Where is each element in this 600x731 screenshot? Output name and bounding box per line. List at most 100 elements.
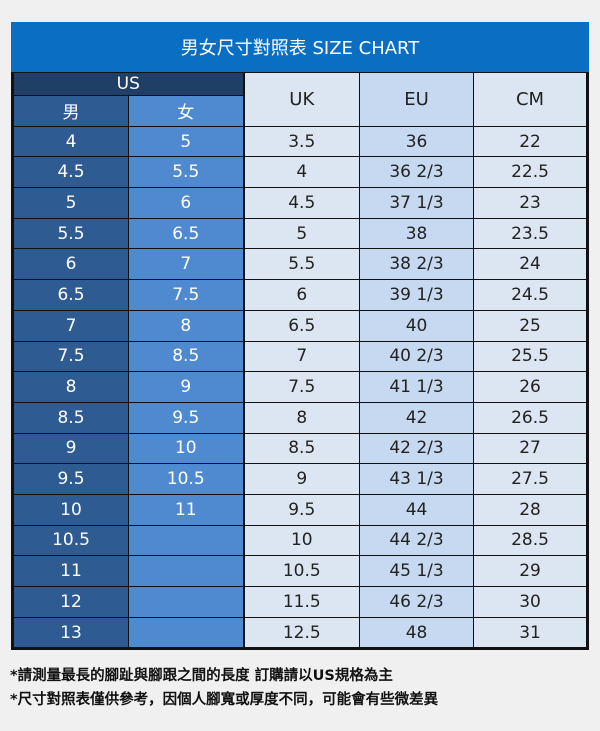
cell-men: 9 [13, 432, 129, 465]
cell-women: 8 [127, 309, 245, 342]
cell-uk: 9 [242, 463, 361, 495]
cell-cm: 25 [473, 309, 587, 342]
cell-women: 9 [127, 371, 245, 403]
cell-cm: 25.5 [473, 340, 587, 373]
cell-eu: 46 2/3 [359, 586, 475, 618]
table-row: 4.5 5.5 4 36 2/3 22.5 [13, 156, 587, 189]
cell-men: 7.5 [13, 340, 129, 373]
cell-eu: 48 [359, 616, 475, 649]
cell-uk: 9.5 [242, 493, 361, 526]
cell-men: 8.5 [13, 401, 129, 434]
header-uk: UK [242, 72, 361, 127]
cell-cm: 22.5 [473, 156, 587, 189]
cell-women: 8.5 [127, 340, 245, 373]
cell-uk: 7 [242, 340, 361, 373]
cell-women: 5.5 [127, 156, 245, 189]
cell-men: 6 [13, 248, 129, 281]
cell-men: 8 [13, 371, 129, 403]
table-row: 8 9 7.5 41 1/3 26 [13, 371, 587, 403]
cell-uk: 6.5 [242, 309, 361, 342]
cell-cm: 24 [473, 248, 587, 281]
notes: *請測量最長的腳趾與腳跟之間的長度 訂購請以US規格為主 *尺寸對照表僅供參考，… [10, 664, 438, 712]
header-us: US [12, 72, 245, 96]
cell-men: 4 [13, 125, 129, 158]
table-row: 13 12.5 48 31 [13, 616, 587, 649]
cell-cm: 29 [473, 555, 587, 587]
table-row: 9 10 8.5 42 2/3 27 [13, 432, 587, 465]
cell-eu: 44 [359, 493, 475, 526]
header-men: 男 [13, 95, 129, 127]
cell-eu: 42 [359, 401, 475, 434]
table-row: 7 8 6.5 40 25 [13, 309, 587, 342]
cell-cm: 27 [473, 432, 587, 465]
cell-men: 12 [13, 586, 129, 618]
cell-men: 9.5 [13, 463, 129, 495]
table-row: 10 11 9.5 44 28 [13, 493, 587, 526]
cell-eu: 36 [359, 125, 475, 158]
table-row: 5 6 4.5 37 1/3 23 [13, 187, 587, 219]
cell-cm: 27.5 [473, 463, 587, 495]
cell-uk: 10 [242, 524, 361, 557]
cell-men: 10 [13, 493, 129, 526]
size-table: US UK EU CM 男 女 4 5 3.5 36 22 4.5 5.5 4 36 2/3 22… [12, 72, 587, 649]
cell-eu: 36 2/3 [359, 156, 475, 189]
cell-uk: 8 [242, 401, 361, 434]
cell-women [127, 524, 245, 557]
cell-uk: 3.5 [242, 125, 361, 158]
header-cm: CM [473, 72, 587, 127]
cell-uk: 12.5 [242, 616, 361, 649]
cell-uk: 7.5 [242, 371, 361, 403]
cell-cm: 24.5 [473, 279, 587, 311]
cell-men: 5.5 [13, 217, 129, 250]
cell-women: 5 [127, 125, 245, 158]
cell-cm: 30 [473, 586, 587, 618]
cell-eu: 43 1/3 [359, 463, 475, 495]
cell-cm: 26.5 [473, 401, 587, 434]
table-row: 4 5 3.5 36 22 [13, 125, 587, 158]
size-chart: 男女尺寸對照表 SIZE CHART US UK EU CM 男 女 4 5 3.5… [11, 22, 589, 651]
cell-uk: 4.5 [242, 187, 361, 219]
chart-title: 男女尺寸對照表 SIZE CHART [11, 22, 589, 72]
cell-cm: 22 [473, 125, 587, 158]
cell-men: 7 [13, 309, 129, 342]
cell-men: 4.5 [13, 156, 129, 189]
table-row: 7.5 8.5 7 40 2/3 25.5 [13, 340, 587, 373]
cell-uk: 8.5 [242, 432, 361, 465]
header-women: 女 [127, 95, 245, 127]
cell-uk: 10.5 [242, 555, 361, 587]
cell-eu: 44 2/3 [359, 524, 475, 557]
table-row: 6.5 7.5 6 39 1/3 24.5 [13, 279, 587, 311]
cell-eu: 38 2/3 [359, 248, 475, 281]
cell-uk: 11.5 [242, 586, 361, 618]
cell-men: 13 [13, 616, 129, 649]
header-row: US UK EU CM [12, 72, 587, 127]
table-row: 9.5 10.5 9 43 1/3 27.5 [13, 463, 587, 495]
cell-cm: 28 [473, 493, 587, 526]
cell-uk: 6 [242, 279, 361, 311]
table-row: 8.5 9.5 8 42 26.5 [13, 401, 587, 434]
table-row: 6 7 5.5 38 2/3 24 [13, 248, 587, 281]
cell-eu: 40 2/3 [359, 340, 475, 373]
table-row: 10.5 10 44 2/3 28.5 [13, 524, 587, 557]
cell-women: 11 [127, 493, 245, 526]
cell-cm: 28.5 [473, 524, 587, 557]
cell-women: 6.5 [127, 217, 245, 250]
cell-cm: 26 [473, 371, 587, 403]
table-row: 12 11.5 46 2/3 30 [13, 586, 587, 618]
cell-eu: 38 [359, 217, 475, 250]
cell-women: 7.5 [127, 279, 245, 311]
cell-men: 6.5 [13, 279, 129, 311]
cell-uk: 5.5 [242, 248, 361, 281]
note-measure: *請測量最長的腳趾與腳跟之間的長度 訂購請以US規格為主 [10, 668, 393, 684]
cell-women: 10.5 [127, 463, 245, 495]
cell-uk: 4 [242, 156, 361, 189]
cell-men: 5 [13, 187, 129, 219]
header-eu: EU [359, 72, 475, 127]
cell-cm: 23.5 [473, 217, 587, 250]
cell-women [127, 555, 245, 587]
cell-eu: 45 1/3 [359, 555, 475, 587]
cell-women [127, 616, 245, 649]
cell-eu: 39 1/3 [359, 279, 475, 311]
cell-women: 7 [127, 248, 245, 281]
cell-uk: 5 [242, 217, 361, 250]
